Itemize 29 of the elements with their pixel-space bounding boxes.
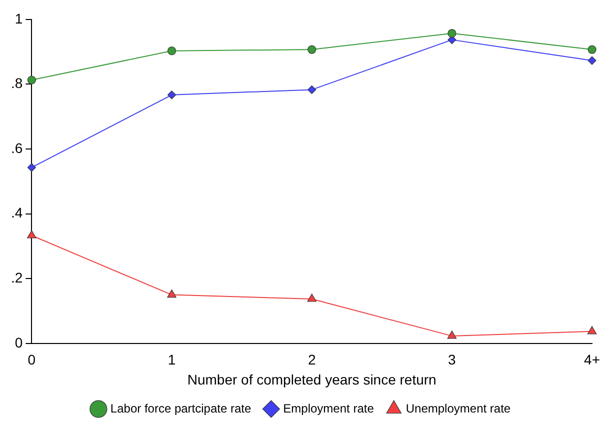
x-tick-label: 1	[168, 352, 176, 368]
point	[587, 326, 597, 334]
point	[308, 85, 316, 94]
point	[27, 230, 36, 238]
point	[167, 90, 176, 100]
y-tick-label: .4	[10, 204, 23, 221]
legend-label: Unemployment rate	[406, 401, 511, 416]
point	[447, 330, 457, 339]
y-tick-label: .6	[10, 140, 23, 156]
point	[588, 56, 596, 65]
legend-label: Labor force partcipate rate	[110, 401, 252, 416]
x-tick-label: 4+	[584, 352, 600, 368]
x-tick-label: 0	[28, 352, 36, 368]
point	[448, 29, 456, 38]
x-tick-label: 2	[308, 352, 316, 368]
point	[27, 76, 36, 84]
y-tick-label: .2	[10, 269, 23, 286]
point	[27, 163, 36, 172]
point	[167, 46, 176, 56]
point	[588, 45, 596, 54]
point	[308, 45, 316, 54]
point	[307, 294, 316, 302]
x-tick-label: 3	[448, 352, 456, 368]
y-tick-label: 0	[14, 334, 23, 350]
x-axis-title: Number of completed years since return	[187, 371, 436, 388]
y-tick-label: .8	[10, 75, 23, 92]
y-tick-label: 1	[14, 10, 23, 26]
point	[167, 290, 176, 298]
legend-label: Employment rate	[283, 401, 374, 416]
